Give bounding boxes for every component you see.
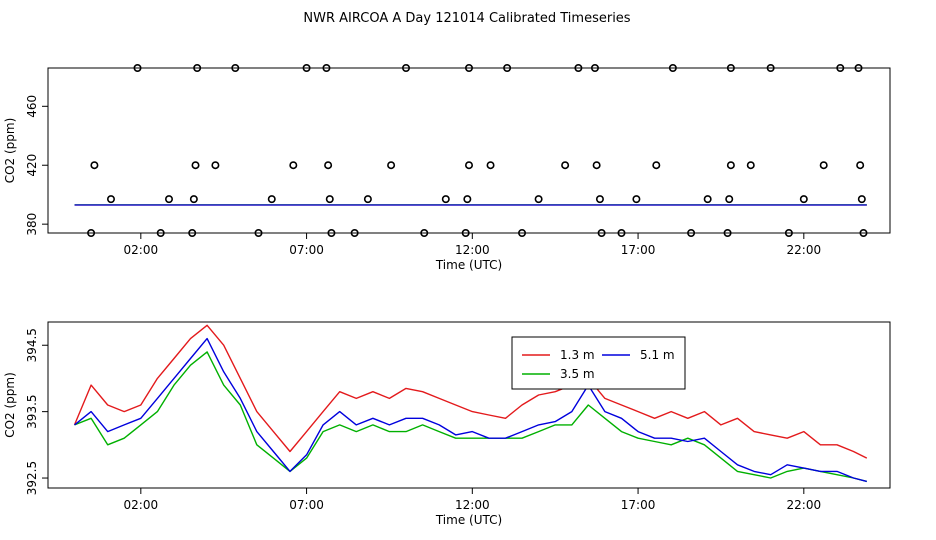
top-x-tick-label: 07:00	[289, 243, 324, 257]
top-data-point	[191, 161, 200, 170]
bottom-y-tick-label: 393.5	[25, 394, 39, 428]
top-data-point	[302, 64, 311, 73]
bottom-plot-frame	[47, 321, 891, 489]
legend-label: 3.5 m	[560, 367, 595, 381]
top-data-point	[420, 229, 429, 238]
bottom-x-tick-label: 22:00	[787, 498, 822, 512]
top-data-point	[597, 229, 606, 238]
top-plot-frame	[47, 67, 891, 234]
top-data-point	[726, 64, 735, 73]
top-data-point	[819, 161, 828, 170]
bottom-series-line	[74, 351, 867, 483]
bottom-x-tick-label: 12:00	[455, 498, 490, 512]
top-x-tick-label: 12:00	[455, 243, 490, 257]
top-x-axis-label: Time (UTC)	[435, 258, 502, 272]
top-data-point	[90, 161, 99, 170]
top-data-point	[859, 229, 868, 238]
top-data-point	[799, 195, 808, 204]
top-data-point	[133, 64, 142, 73]
top-data-point	[156, 229, 165, 238]
top-data-point	[668, 64, 677, 73]
top-data-point	[561, 161, 570, 170]
chart-top-panel: 02:00 07:00 12:00 17:00 22:00 380 420 460 Time (…	[3, 64, 891, 272]
bottom-y-tick-label: 394.5	[25, 328, 39, 362]
chart-bottom-panel: 02:00 07:00 12:00 17:00 22:00 392.5 393.5 394.5…	[3, 321, 891, 527]
top-data-point	[632, 195, 641, 204]
top-data-point	[464, 161, 473, 170]
top-data-point	[617, 229, 626, 238]
top-data-point	[441, 195, 450, 204]
top-data-point	[574, 64, 583, 73]
top-data-point	[106, 195, 115, 204]
top-data-point	[766, 64, 775, 73]
top-data-point	[503, 64, 512, 73]
top-data-point	[518, 229, 527, 238]
top-x-tick-label: 17:00	[621, 243, 656, 257]
top-data-point	[534, 195, 543, 204]
top-data-point	[463, 195, 472, 204]
bottom-x-axis-label: Time (UTC)	[435, 513, 502, 527]
top-data-point	[856, 161, 865, 170]
top-y-tick-label: 380	[25, 213, 39, 236]
bottom-x-tick-label: 07:00	[289, 498, 324, 512]
bottom-series-line	[73, 324, 868, 459]
legend-box	[511, 336, 686, 390]
top-x-tick-label: 22:00	[787, 243, 822, 257]
top-data-point	[723, 229, 732, 238]
top-data-point	[857, 195, 866, 204]
top-data-point	[363, 195, 372, 204]
top-data-point	[267, 195, 276, 204]
top-data-point	[784, 229, 793, 238]
bottom-y-axis-label: CO2 (ppm)	[3, 372, 17, 438]
top-data-point	[486, 161, 495, 170]
top-data-point	[387, 161, 396, 170]
top-data-point	[652, 161, 661, 170]
top-data-point	[592, 161, 601, 170]
top-data-point	[836, 64, 845, 73]
top-data-point	[189, 195, 198, 204]
top-data-point	[854, 64, 863, 73]
top-data-point	[746, 161, 755, 170]
top-data-point	[595, 195, 604, 204]
chart-title: NWR AIRCOA A Day 121014 Calibrated Times…	[303, 11, 630, 26]
top-data-point	[193, 64, 202, 73]
top-data-point	[254, 229, 263, 238]
top-y-axis-label: CO2 (ppm)	[3, 118, 17, 184]
top-data-point	[726, 161, 735, 170]
top-data-point	[322, 64, 331, 73]
top-data-point	[231, 64, 240, 73]
top-data-point	[402, 64, 411, 73]
bottom-x-tick-label: 17:00	[621, 498, 656, 512]
top-data-point	[350, 229, 359, 238]
bottom-x-tick-label: 02:00	[124, 498, 159, 512]
top-y-tick-label: 420	[25, 154, 39, 177]
top-data-point	[188, 229, 197, 238]
bottom-series-line	[74, 337, 867, 483]
top-data-point	[164, 195, 173, 204]
top-data-point	[324, 161, 333, 170]
top-data-point	[461, 229, 470, 238]
legend-label: 1.3 m	[560, 348, 595, 362]
top-x-tick-label: 02:00	[124, 243, 159, 257]
top-data-point	[725, 195, 734, 204]
top-data-point	[703, 195, 712, 204]
bottom-y-tick-label: 392.5	[25, 461, 39, 495]
top-data-point	[325, 195, 334, 204]
top-data-point	[327, 229, 336, 238]
top-data-point	[464, 64, 473, 73]
legend-label: 5.1 m	[640, 348, 675, 362]
top-data-point	[687, 229, 696, 238]
top-data-point	[211, 161, 220, 170]
top-data-point	[289, 161, 298, 170]
top-y-tick-label: 460	[25, 95, 39, 118]
top-data-point	[590, 64, 599, 73]
top-data-point	[87, 229, 96, 238]
